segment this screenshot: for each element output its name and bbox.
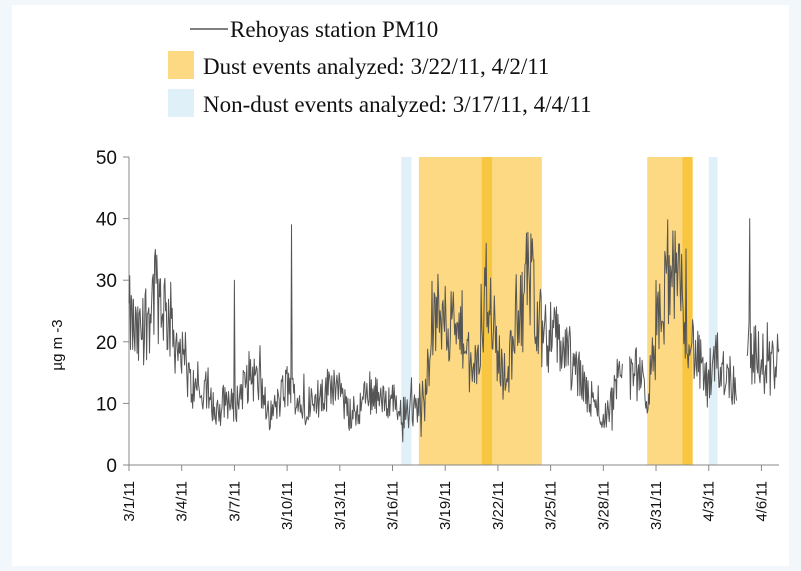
x-tick-label: 4/6/11 [753,481,770,522]
pm10-chart: Rehoyas station PM10 Dust events analyze… [49,17,780,530]
y-tick-label: 20 [96,333,117,354]
y-axis-label: µg m -3 [49,319,66,370]
x-ticks: 3/1/11 3/4/11 3/7/11 3/10/11 3/13/11 3/16/11 3… [121,465,770,530]
x-tick-label: 3/28/11 [595,481,612,530]
axes [128,157,779,466]
x-tick-label: 3/31/11 [648,481,665,530]
x-tick-label: 3/25/11 [543,481,560,530]
y-tick-label: 30 [96,271,117,292]
legend-dust-swatch [168,51,194,79]
legend-label-nondust: Non-dust events analyzed: 3/17/11, 4/4/1… [203,92,592,117]
y-ticks: 0 10 20 30 40 50 [96,148,129,477]
y-tick-label: 40 [96,210,117,231]
x-tick-label: 3/10/11 [279,481,296,530]
legend-label-dust: Dust events analyzed: 3/22/11, 4/2/11 [203,54,549,79]
figure-frame: Rehoyas station PM10 Dust events analyze… [12,5,789,566]
pm10-series-line-segment-2 [746,218,780,396]
pm10-series-line-segment-0 [128,224,623,443]
dust-highlight-region-4 [682,157,693,465]
pm10-series-line-segment-1 [629,219,737,414]
series [128,218,780,443]
x-tick-label: 3/22/11 [490,481,507,530]
non-dust-region-5 [708,157,718,465]
x-tick-label: 3/4/11 [174,481,191,522]
x-tick-label: 4/3/11 [701,481,718,522]
y-tick-label: 0 [106,456,117,477]
legend-label-pm10: Rehoyas station PM10 [230,17,438,42]
legend: Rehoyas station PM10 Dust events analyze… [168,17,592,117]
x-tick-label: 3/16/11 [385,481,402,530]
x-tick-label: 3/13/11 [332,481,349,530]
x-tick-label: 3/1/11 [121,481,138,522]
y-tick-label: 10 [96,394,117,415]
y-tick-label: 50 [96,148,117,169]
x-tick-label: 3/7/11 [226,481,243,522]
legend-nondust-swatch [168,89,194,117]
non-dust-region-0 [401,157,412,465]
x-tick-label: 3/19/11 [437,481,454,530]
